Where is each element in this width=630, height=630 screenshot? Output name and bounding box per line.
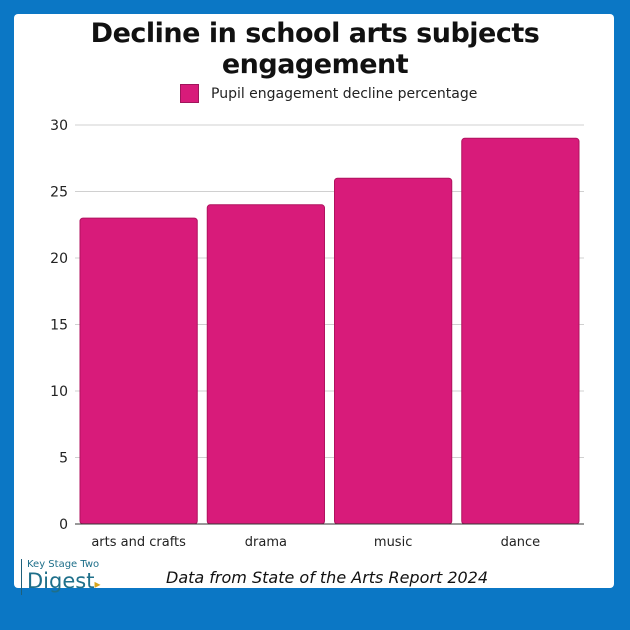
bar-dance	[461, 137, 580, 525]
logo-line1: Key Stage Two	[27, 559, 100, 570]
bar-music	[334, 177, 453, 525]
x-tick-label: arts and crafts	[91, 535, 186, 550]
legend-label: Pupil engagement decline percentage	[211, 85, 478, 102]
y-tick-label: 20	[50, 251, 68, 267]
logo: Key Stage Two Digest▸	[21, 559, 100, 595]
y-tick-label: 30	[50, 118, 68, 134]
x-tick-label: drama	[245, 535, 287, 550]
y-tick-label: 15	[50, 318, 68, 334]
y-tick-label: 5	[59, 451, 68, 467]
bar-arts-and-crafts	[79, 217, 198, 525]
x-tick-label: dance	[501, 535, 541, 550]
logo-line2: Digest	[27, 569, 95, 593]
chart-title: Decline in school arts subjects engageme…	[90, 18, 540, 80]
play-icon: ▸	[94, 577, 101, 591]
legend-swatch	[180, 84, 199, 103]
x-tick-label: music	[374, 535, 412, 550]
bar-drama	[206, 204, 325, 525]
y-tick-label: 25	[50, 185, 68, 201]
source-note: Data from State of the Arts Report 2024	[166, 568, 489, 587]
y-tick-label: 10	[50, 384, 68, 400]
y-tick-label: 0	[59, 517, 68, 533]
legend: Pupil engagement decline percentage	[180, 84, 477, 103]
